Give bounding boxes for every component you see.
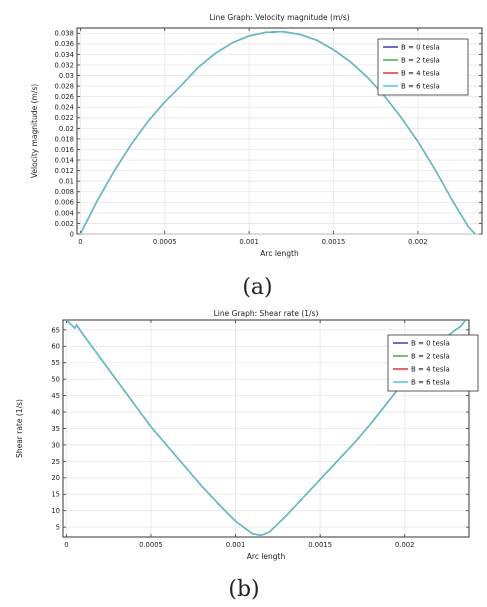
shear-rate-legend: B = 0 tesla B = 2 tesla B = 4 tesla B = 6 t…	[387, 334, 479, 392]
velocity-x-tick-label: 0.002	[408, 238, 427, 246]
shear-rate-y-tick-label: 30	[51, 441, 60, 449]
shear-rate-y-tick-label: 45	[51, 392, 60, 400]
shear-rate-chart: 0 0.0005 0.001 0.0015 0.002 5 10 15 20 25 30 35 40 45…	[15, 309, 479, 602]
velocity-y-tick-label: 0.032	[55, 61, 74, 69]
velocity-legend-label-1: B = 2 tesla	[401, 57, 440, 65]
shear-rate-y-tick-label: 15	[51, 491, 60, 499]
velocity-y-tick-label: 0.026	[55, 93, 74, 101]
velocity-y-tick-label: 0.038	[55, 30, 74, 38]
velocity-y-axis-label: Velocity magnitude (m/s)	[30, 84, 39, 178]
velocity-y-tick-label: 0.036	[55, 40, 74, 48]
velocity-y-tick-label: 0.03	[59, 72, 74, 80]
shear-rate-x-axis-label: Arc length	[247, 552, 286, 561]
shear-rate-legend-label-0: B = 0 tesla	[411, 340, 450, 348]
shear-rate-chart-title: Line Graph: Shear rate (1/s)	[214, 309, 319, 318]
shear-rate-y-tick-label: 55	[51, 359, 60, 367]
shear-rate-x-tick-label: 0.0005	[139, 541, 163, 549]
velocity-y-tick-label: 0	[70, 230, 74, 238]
shear-rate-x-tick-label: 0	[64, 541, 68, 549]
shear-rate-legend-label-2: B = 4 tesla	[411, 366, 450, 374]
shear-rate-y-tick-label: 60	[51, 343, 60, 351]
velocity-y-tick-label: 0.01	[59, 178, 74, 186]
velocity-x-axis-label: Arc length	[260, 249, 299, 258]
velocity-y-tick-label: 0.006	[55, 199, 74, 207]
velocity-legend-label-2: B = 4 tesla	[401, 70, 440, 78]
velocity-y-tick-label: 0.024	[55, 104, 74, 112]
shear-rate-y-tick-label: 25	[51, 458, 60, 466]
velocity-caption: (a)	[242, 275, 272, 300]
velocity-chart-title: Line Graph: Velocity magnitude (m/s)	[209, 13, 349, 22]
velocity-x-tick-label: 0.0005	[153, 238, 177, 246]
velocity-y-tick-label: 0.008	[55, 188, 74, 196]
velocity-chart: 0 0.0005 0.001 0.0015 0.002 0 0.002 0.004 0.006 0…	[30, 13, 483, 300]
velocity-y-tick-label: 0.028	[55, 83, 74, 91]
shear-rate-y-tick-label: 50	[51, 376, 60, 384]
velocity-y-tick-label: 0.002	[55, 220, 74, 228]
velocity-y-tick-label: 0.012	[55, 167, 74, 175]
velocity-y-tick-label: 0.014	[55, 156, 74, 164]
shear-rate-caption: (b)	[228, 577, 259, 602]
shear-rate-y-tick-label: 5	[56, 524, 60, 532]
shear-rate-y-tick-label: 65	[51, 326, 60, 334]
velocity-legend-label-0: B = 0 tesla	[401, 44, 440, 52]
shear-rate-y-tick-label: 20	[51, 474, 60, 482]
velocity-x-tick-label: 0.0015	[322, 238, 346, 246]
shear-rate-legend-label-3: B = 6 tesla	[411, 379, 450, 387]
velocity-legend-label-3: B = 6 tesla	[401, 83, 440, 91]
velocity-y-tick-label: 0.018	[55, 135, 74, 143]
shear-rate-legend-label-1: B = 2 tesla	[411, 353, 450, 361]
velocity-y-tick-label: 0.022	[55, 114, 74, 122]
velocity-x-tick-label: 0.001	[239, 238, 258, 246]
velocity-y-tick-label: 0.016	[55, 146, 74, 154]
shear-rate-y-tick-label: 40	[51, 408, 60, 416]
shear-rate-x-tick-label: 0.0015	[308, 541, 332, 549]
velocity-legend: B = 0 tesla B = 2 tesla B = 4 tesla B = 6 t…	[377, 38, 469, 96]
velocity-series-line-3	[79, 31, 476, 235]
velocity-x-tick-label: 0	[78, 238, 82, 246]
velocity-y-tick-label: 0.004	[55, 209, 74, 217]
shear-rate-x-tick-label: 0.002	[395, 541, 414, 549]
shear-rate-y-axis-label: Shear rate (1/s)	[15, 399, 24, 458]
shear-rate-y-tick-label: 10	[51, 507, 60, 515]
shear-rate-y-tick-label: 35	[51, 425, 60, 433]
velocity-y-tick-label: 0.02	[59, 125, 74, 133]
velocity-y-tick-label: 0.034	[55, 51, 74, 59]
shear-rate-x-tick-label: 0.001	[226, 541, 245, 549]
